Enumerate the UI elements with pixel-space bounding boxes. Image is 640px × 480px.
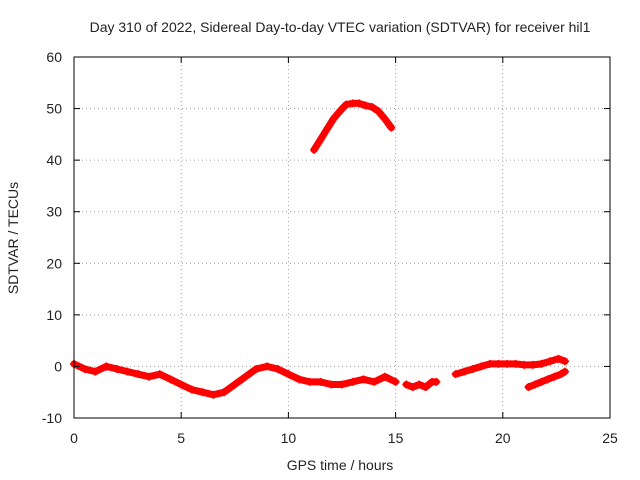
x-tick-label: 20: [495, 430, 511, 446]
data-point: [530, 380, 539, 389]
data-point: [220, 388, 229, 397]
data-point: [316, 135, 325, 144]
data-point: [342, 100, 351, 109]
data-point: [468, 365, 477, 374]
data-point: [432, 377, 441, 386]
y-tick-label: 10: [46, 307, 62, 323]
axis-ticks: 0 5 10 15 20 25 -10 0 10 20 30 40 50 60: [42, 49, 618, 446]
data-point: [230, 380, 239, 389]
series-1: [310, 99, 396, 154]
data-point: [477, 362, 486, 371]
y-tick-label: -10: [42, 410, 62, 426]
data-point: [316, 377, 325, 386]
y-axis-label: SDTVAR / TECUs: [5, 182, 21, 294]
data-point: [329, 114, 338, 123]
chart-title: Day 310 of 2022, Sidereal Day-to-day VTE…: [90, 19, 591, 35]
data-point: [198, 388, 207, 397]
series-0: [70, 359, 400, 399]
data-point: [80, 365, 89, 374]
data-point: [503, 359, 512, 368]
series-3: [451, 354, 569, 379]
data-point: [556, 370, 565, 379]
data-point: [177, 380, 186, 389]
data-point: [543, 375, 552, 384]
data-point: [102, 362, 111, 371]
data-point: [348, 377, 357, 386]
data-point: [145, 372, 154, 381]
data-point: [451, 370, 460, 379]
data-point: [335, 107, 344, 116]
data-point: [284, 370, 293, 379]
data-point: [338, 380, 346, 389]
data-point: [166, 375, 175, 384]
data-point: [485, 359, 494, 368]
data-point: [554, 354, 563, 363]
x-tick-label: 15: [388, 430, 404, 446]
plot-frame: [73, 56, 611, 419]
data-point: [322, 125, 331, 134]
series-4: [524, 367, 569, 392]
y-tick-label: 50: [46, 101, 62, 117]
y-tick-label: 40: [46, 152, 62, 168]
data-point: [402, 380, 411, 389]
data-point: [415, 380, 424, 389]
x-axis-label: GPS time / hours: [287, 457, 394, 473]
data-point: [391, 377, 400, 386]
data-point: [421, 383, 430, 392]
data-point: [262, 362, 271, 371]
data-point: [241, 372, 250, 381]
data-point: [460, 367, 469, 376]
data-point: [520, 360, 529, 369]
data-point: [273, 365, 282, 374]
data-point: [295, 375, 304, 384]
data-point: [537, 377, 546, 386]
data-point: [310, 145, 319, 154]
data-point: [327, 380, 336, 389]
data-point: [374, 107, 383, 116]
data-point: [380, 372, 389, 381]
data-point: [209, 390, 218, 399]
series-layer: [70, 99, 569, 399]
data-point: [524, 383, 533, 392]
data-point: [545, 357, 554, 366]
data-point: [359, 375, 368, 384]
data-point: [91, 367, 100, 376]
y-tick-label: 60: [46, 49, 62, 65]
data-point: [355, 99, 364, 108]
data-point: [134, 370, 143, 379]
data-point: [187, 385, 196, 394]
data-point: [380, 114, 389, 123]
x-tick-label: 0: [70, 430, 78, 446]
x-tick-label: 5: [177, 430, 185, 446]
y-tick-label: 20: [46, 255, 62, 271]
y-tick-label: 0: [54, 358, 62, 374]
data-point: [123, 367, 132, 376]
x-tick-label: 10: [281, 430, 297, 446]
data-point: [560, 357, 569, 366]
data-point: [361, 101, 370, 110]
data-point: [560, 367, 569, 376]
data-point: [252, 365, 261, 374]
data-point: [537, 359, 546, 368]
x-tick-label: 25: [602, 430, 618, 446]
data-point: [387, 123, 396, 132]
series-2: [402, 377, 441, 392]
data-point: [370, 377, 379, 386]
data-point: [528, 360, 537, 369]
data-point: [112, 365, 121, 374]
data-point: [368, 103, 377, 112]
data-point: [155, 370, 164, 379]
data-point: [494, 359, 503, 368]
data-point: [408, 383, 417, 392]
data-point: [305, 377, 314, 386]
y-tick-label: 30: [46, 204, 62, 220]
data-point: [511, 359, 520, 368]
data-point: [550, 372, 559, 381]
